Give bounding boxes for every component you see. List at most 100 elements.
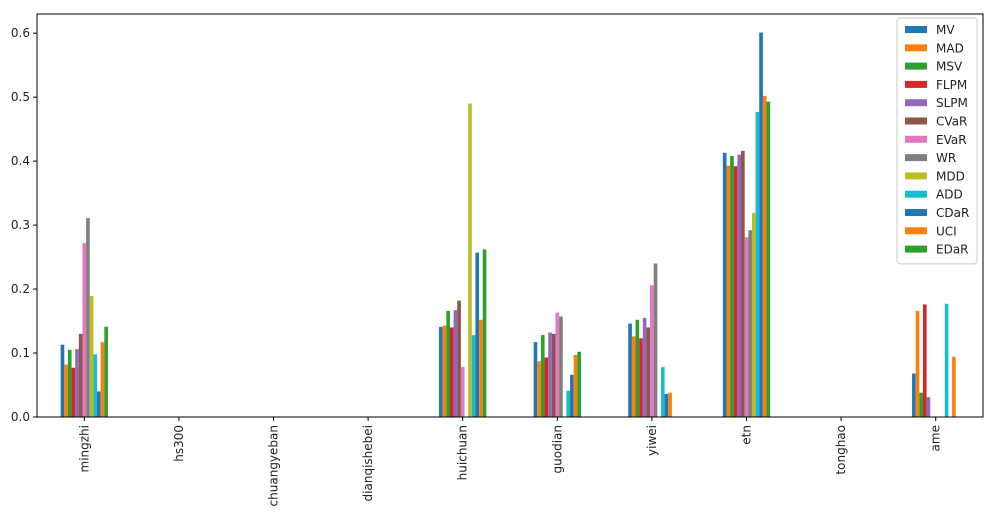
bar-wr-yiwei <box>653 263 658 417</box>
y-tick-label: 0.2 <box>11 282 30 296</box>
bar-mdd-huichuan <box>468 103 472 418</box>
bar-slpm-etn <box>737 154 742 417</box>
legend-swatch-mad <box>905 44 927 52</box>
legend-label-msv: MSV <box>936 60 963 74</box>
bar-mdd-etn <box>751 212 756 417</box>
x-tick-label: tonghao <box>834 425 848 475</box>
bar-wr-guodian <box>559 316 563 417</box>
legend-label-flpm: FLPM <box>936 78 967 92</box>
bar-evar-etn <box>744 237 749 417</box>
bar-edar-huichuan <box>482 249 487 417</box>
bar-evar-huichuan <box>460 367 465 417</box>
bar-slpm-yiwei <box>642 317 647 417</box>
bars-layer <box>60 32 956 418</box>
legend-swatch-flpm <box>905 80 927 88</box>
bar-mad-mingzhi <box>64 364 68 417</box>
bar-mv-mingzhi <box>60 344 65 417</box>
bar-cdar-huichuan <box>475 252 480 417</box>
bar-edar-etn <box>766 101 771 417</box>
legend-label-mdd: MDD <box>936 169 965 183</box>
legend-swatch-add <box>905 190 927 198</box>
bar-cdar-etn <box>759 32 763 418</box>
bar-evar-mingzhi <box>82 243 87 417</box>
bar-cvar-etn <box>741 150 745 417</box>
bar-cdar-guodian <box>570 374 574 417</box>
bar-mad-etn <box>726 165 731 417</box>
bar-add-guodian <box>566 390 571 417</box>
bar-mv-huichuan <box>439 326 443 417</box>
legend-swatch-slpm <box>905 99 927 107</box>
bar-uci-guodian <box>573 354 578 417</box>
bar-slpm-huichuan <box>453 310 458 417</box>
x-tick-label: dianqishebei <box>361 425 375 501</box>
bar-uci-ame <box>952 356 956 417</box>
bar-add-yiwei <box>660 367 665 417</box>
bar-msv-etn <box>730 156 734 417</box>
x-tick-label: mingzhi <box>77 425 91 472</box>
x-axis: mingzhi hs300 chuangyeban dianqishebei huich… <box>77 417 943 506</box>
bar-slpm-guodian <box>548 332 552 417</box>
legend-swatch-cvar <box>905 117 927 125</box>
y-axis: 0.0 0.1 0.2 0.3 0.4 0.5 0.6 <box>11 26 37 424</box>
legend-label-wr: WR <box>936 151 956 165</box>
bar-mv-ame <box>912 373 916 417</box>
bar-mv-yiwei <box>628 323 632 417</box>
bar-uci-mingzhi <box>100 342 105 417</box>
y-tick-label: 0.0 <box>11 410 30 424</box>
bar-msv-mingzhi <box>67 349 72 417</box>
x-tick-label: guodian <box>550 425 564 473</box>
legend-label-mv: MV <box>936 23 955 37</box>
bar-msv-ame <box>919 392 923 417</box>
bar-wr-etn <box>748 230 752 417</box>
legend-swatch-msv <box>905 62 927 70</box>
bar-mad-guodian <box>537 361 541 417</box>
bar-slpm-ame <box>926 397 931 417</box>
bar-add-huichuan <box>471 335 476 417</box>
y-tick-label: 0.1 <box>11 346 30 360</box>
legend-box <box>896 17 978 265</box>
x-tick-label: hs300 <box>172 425 186 462</box>
plot-frame <box>36 13 984 418</box>
x-tick-label: chuangyeban <box>267 425 281 506</box>
bar-add-etn <box>755 111 760 417</box>
legend-label-edar: EDaR <box>936 243 969 257</box>
x-tick-label: yiwei <box>645 425 659 456</box>
legend-swatch-mdd <box>905 172 927 180</box>
y-tick-label: 0.4 <box>11 154 30 168</box>
bar-uci-huichuan <box>479 319 483 417</box>
bar-cdar-yiwei <box>664 393 669 417</box>
bar-evar-yiwei <box>650 285 654 417</box>
x-tick-label: ame <box>929 425 943 451</box>
legend-label-slpm: SLPM <box>936 96 968 110</box>
bar-flpm-guodian <box>544 357 549 417</box>
y-tick-label: 0.5 <box>11 90 30 104</box>
bar-mad-yiwei <box>631 336 636 417</box>
legend-label-cvar: CVaR <box>936 115 967 129</box>
legend-label-cdar: CDaR <box>936 206 969 220</box>
legend: MV MAD MSV FLPM SLPM CVaR EVaR WR MDD ADD CDaR UCI E… <box>896 17 978 265</box>
bar-evar-guodian <box>555 312 560 417</box>
legend-label-add: ADD <box>936 188 963 202</box>
legend-swatch-wr <box>905 154 927 162</box>
legend-swatch-evar <box>905 135 927 143</box>
bar-uci-yiwei <box>668 392 672 417</box>
bar-flpm-etn <box>733 166 738 417</box>
bar-mad-huichuan <box>442 325 447 417</box>
bar-flpm-yiwei <box>639 338 643 417</box>
bar-mdd-mingzhi <box>89 296 94 417</box>
bar-wr-mingzhi <box>86 218 90 417</box>
x-tick-label: etn <box>740 425 754 445</box>
bar-cdar-mingzhi <box>97 391 101 417</box>
bar-flpm-huichuan <box>449 327 454 417</box>
legend-swatch-mv <box>905 26 927 33</box>
bar-edar-guodian <box>577 351 581 417</box>
legend-label-uci: UCI <box>936 224 957 238</box>
bar-uci-etn <box>762 95 767 417</box>
bar-cvar-guodian <box>551 333 556 417</box>
bar-flpm-mingzhi <box>71 367 76 417</box>
bar-msv-huichuan <box>446 310 450 417</box>
legend-swatch-cdar <box>905 209 927 216</box>
bar-msv-guodian <box>540 335 545 417</box>
legend-label-mad: MAD <box>936 41 964 55</box>
